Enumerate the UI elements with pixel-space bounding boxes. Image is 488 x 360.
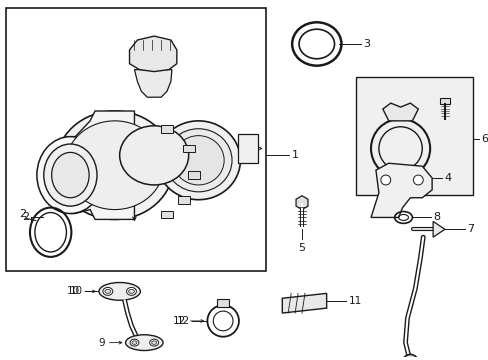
Ellipse shape (37, 137, 103, 213)
Polygon shape (134, 69, 172, 97)
Text: 2: 2 (20, 208, 26, 219)
Ellipse shape (52, 152, 89, 198)
Text: 10: 10 (70, 286, 83, 296)
Text: 3: 3 (363, 39, 369, 49)
Ellipse shape (156, 121, 240, 200)
Bar (217, 299, 228, 307)
Circle shape (412, 175, 423, 185)
Ellipse shape (173, 136, 224, 185)
Text: 12: 12 (176, 316, 189, 326)
Ellipse shape (56, 111, 174, 220)
Ellipse shape (128, 289, 134, 293)
Polygon shape (432, 221, 444, 237)
Ellipse shape (65, 121, 163, 210)
Circle shape (380, 175, 390, 185)
Text: 2: 2 (22, 212, 29, 222)
Text: 12: 12 (172, 316, 185, 326)
Ellipse shape (125, 335, 163, 351)
Bar (183, 144, 194, 152)
Bar (6, 9, 265, 271)
Text: 4: 4 (443, 173, 450, 183)
Ellipse shape (102, 287, 113, 295)
Ellipse shape (149, 339, 158, 346)
Ellipse shape (130, 339, 139, 346)
Text: 11: 11 (347, 296, 361, 306)
Bar (178, 196, 189, 204)
Ellipse shape (99, 283, 140, 300)
Ellipse shape (120, 126, 188, 185)
Text: 8: 8 (432, 212, 439, 222)
Ellipse shape (104, 289, 111, 293)
Polygon shape (370, 163, 431, 217)
Polygon shape (439, 98, 449, 104)
Polygon shape (382, 103, 417, 121)
Ellipse shape (126, 287, 136, 295)
Text: 5: 5 (298, 243, 305, 253)
Bar (161, 211, 173, 219)
Text: 6: 6 (480, 134, 488, 144)
Polygon shape (282, 293, 326, 313)
Circle shape (402, 355, 417, 360)
Ellipse shape (132, 341, 137, 345)
Text: 7: 7 (466, 224, 473, 234)
Bar (187, 171, 199, 179)
Polygon shape (295, 196, 307, 210)
Text: 9: 9 (98, 338, 104, 348)
Polygon shape (129, 36, 177, 72)
Bar (161, 125, 173, 133)
Bar (355, 77, 471, 195)
Text: 1: 1 (291, 150, 299, 160)
Ellipse shape (44, 144, 97, 206)
Ellipse shape (164, 129, 232, 192)
Polygon shape (70, 111, 134, 220)
Bar (238, 134, 257, 163)
Ellipse shape (151, 341, 156, 345)
Circle shape (406, 359, 413, 360)
Text: 10: 10 (67, 286, 80, 296)
